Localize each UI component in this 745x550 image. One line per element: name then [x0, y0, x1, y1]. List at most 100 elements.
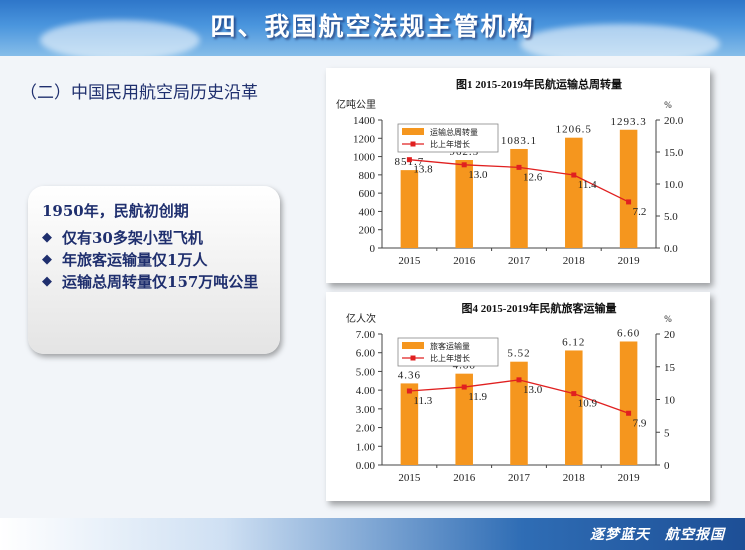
y-tick-label: 6.00: [356, 348, 376, 360]
y-tick-label: 5.00: [356, 366, 376, 378]
footer-bar: 逐梦蓝天 航空报国: [0, 518, 745, 550]
chart-title: 图1 2015-2019年民航运输总周转量: [456, 77, 622, 91]
x-tick-label: 2016: [453, 255, 476, 267]
y-tick-label: 1400: [353, 115, 376, 127]
y2-tick-label: 20.0: [664, 115, 684, 127]
diamond-bullet-icon: ◆: [42, 230, 52, 245]
callout-item: ◆ 年旅客运输量仅1万人: [42, 249, 268, 271]
y-tick-label: 0.00: [356, 460, 376, 472]
page-title: 四、我国航空法规主管机构: [210, 12, 535, 41]
y-tick-label: 200: [359, 225, 376, 237]
bar: [455, 160, 473, 248]
y-tick-label: 3.00: [356, 404, 376, 416]
y-tick-label: 1200: [353, 133, 376, 145]
y2-tick-label: 0.0: [664, 243, 678, 255]
bar: [619, 341, 638, 465]
callout-item-text: 年旅客运输量仅1万人: [62, 251, 208, 269]
growth-point: [571, 172, 577, 178]
y2-tick-label: 15.0: [664, 147, 684, 159]
growth-point: [626, 199, 632, 205]
callout-item-text: 仅有30多架小型飞机: [62, 229, 203, 247]
growth-value-label: 11.3: [413, 395, 432, 407]
bar: [510, 148, 528, 248]
bar: [565, 137, 583, 248]
bar-value-label: 1083.1: [501, 135, 537, 147]
bar: [455, 373, 473, 465]
y-tick-label: 1000: [353, 152, 376, 164]
legend-bar-swatch: [402, 342, 424, 349]
legend-bar-swatch: [402, 128, 424, 135]
bar-value-label: 5.52: [507, 348, 530, 360]
growth-point: [516, 164, 522, 170]
y2-tick-label: 20: [664, 329, 676, 341]
x-tick-label: 2015: [398, 255, 421, 267]
y-axis-label: 亿吨公里: [336, 98, 376, 111]
bar: [400, 383, 419, 465]
legend-line-marker: [410, 355, 416, 361]
title-banner: 四、我国航空法规主管机构: [0, 0, 745, 56]
x-tick-label: 2018: [563, 472, 586, 484]
cloud-decoration: [40, 20, 200, 56]
bar-value-label: 4.36: [398, 369, 421, 381]
y2-tick-label: 5: [664, 427, 670, 439]
bar-value-label: 6.60: [617, 327, 640, 339]
footer-motto: 逐梦蓝天 航空报国: [590, 527, 725, 543]
bar-value-label: 1293.3: [610, 116, 646, 128]
cloud-decoration: [520, 24, 720, 56]
x-tick-label: 2019: [618, 255, 641, 267]
growth-point: [461, 162, 467, 168]
growth-point: [571, 391, 577, 397]
growth-value-label: 11.4: [578, 179, 597, 191]
chart-title: 图4 2015-2019年民航旅客运输量: [462, 301, 617, 315]
y-tick-label: 1.00: [356, 441, 376, 453]
growth-value-label: 11.9: [468, 391, 487, 403]
chart-panel-1: 图1 2015-2019年民航运输总周转量亿吨公里% 0 200 400 600 800 1…: [326, 68, 710, 283]
y2-axis-label: %: [664, 100, 672, 110]
y-tick-label: 7.00: [356, 329, 376, 341]
growth-value-label: 13.0: [468, 169, 488, 181]
legend-line-label: 比上年增长: [430, 353, 470, 363]
callout-item: ◆ 运输总周转量仅157万吨公里: [42, 271, 268, 293]
bar: [565, 350, 583, 465]
y-tick-label: 2.00: [356, 423, 376, 435]
growth-point: [406, 388, 412, 394]
y-tick-label: 400: [359, 206, 376, 218]
callout-item-text: 运输总周转量仅157万吨公里: [62, 273, 259, 291]
y-tick-label: 800: [359, 170, 376, 182]
x-tick-label: 2019: [618, 472, 641, 484]
y-tick-label: 0: [370, 243, 376, 255]
chart-panel-2: 图4 2015-2019年民航旅客运输量 亿人次% 0.00 1.00 2.00 3.00…: [326, 292, 710, 501]
section-subtitle: （二）中国民用航空局历史沿革: [20, 83, 258, 103]
y2-axis-label: %: [664, 314, 672, 324]
growth-point: [626, 410, 632, 416]
bar: [510, 361, 528, 465]
growth-value-label: 13.8: [413, 164, 433, 176]
x-tick-label: 2016: [453, 472, 476, 484]
y-tick-label: 4.00: [356, 385, 376, 397]
legend-bar-label: 运输总周转量: [430, 127, 478, 137]
bar: [400, 170, 419, 248]
diamond-bullet-icon: ◆: [42, 274, 52, 289]
x-tick-label: 2017: [508, 472, 531, 484]
growth-value-label: 12.6: [523, 171, 543, 183]
x-tick-label: 2018: [563, 255, 586, 267]
growth-value-label: 10.9: [578, 398, 598, 410]
bar-value-label: 1206.5: [556, 124, 592, 136]
growth-value-label: 7.9: [633, 417, 647, 429]
legend-line-marker: [410, 141, 416, 147]
growth-point: [516, 377, 522, 383]
y-tick-label: 600: [359, 188, 376, 200]
callout-item: ◆ 仅有30多架小型飞机: [42, 227, 268, 249]
growth-point: [406, 157, 412, 163]
diamond-bullet-icon: ◆: [42, 252, 52, 267]
growth-value-label: 7.2: [633, 206, 647, 218]
y2-tick-label: 0: [664, 460, 670, 472]
bar: [619, 129, 638, 248]
x-tick-label: 2017: [508, 255, 531, 267]
y2-tick-label: 10.0: [664, 179, 684, 191]
x-tick-label: 2015: [398, 472, 421, 484]
growth-point: [461, 384, 467, 390]
legend-bar-label: 旅客运输量: [430, 341, 470, 351]
